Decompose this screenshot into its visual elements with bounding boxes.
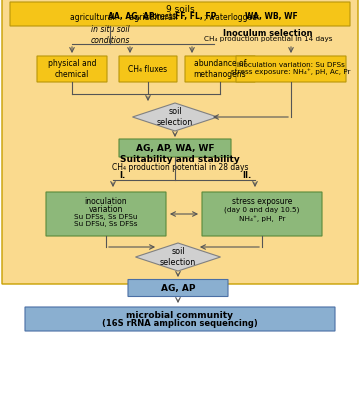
FancyBboxPatch shape [46, 192, 166, 236]
Text: stress exposure: NH₄⁺, pH, Ac, Pr: stress exposure: NH₄⁺, pH, Ac, Pr [231, 69, 351, 75]
Text: ; forests:: ; forests: [145, 12, 181, 22]
FancyBboxPatch shape [128, 280, 228, 296]
Text: AA, AG, AP: AA, AG, AP [108, 12, 154, 22]
Text: 9 soils: 9 soils [166, 4, 194, 14]
Text: variation: variation [89, 204, 123, 214]
Text: II.: II. [242, 170, 252, 180]
FancyBboxPatch shape [2, 0, 358, 284]
Text: CH₄ production potential in 14 days: CH₄ production potential in 14 days [204, 36, 332, 42]
Text: Su DFSs, Ss DFSu: Su DFSs, Ss DFSu [74, 214, 138, 220]
Text: soil
selection: soil selection [157, 107, 193, 127]
FancyBboxPatch shape [10, 2, 350, 26]
Text: inoculation variation: Su DFSs: inoculation variation: Su DFSs [237, 62, 345, 68]
Text: ; waterlogged:: ; waterlogged: [204, 12, 262, 22]
Text: NH₄⁺, pH,  Pr: NH₄⁺, pH, Pr [239, 216, 285, 222]
Text: (day 0 and day 10.5): (day 0 and day 10.5) [224, 207, 300, 213]
Polygon shape [135, 243, 220, 271]
FancyBboxPatch shape [185, 56, 255, 82]
Text: I.: I. [119, 170, 125, 180]
Text: Su DFSu, Ss DFSs: Su DFSu, Ss DFSs [74, 221, 138, 227]
Text: physical and
chemical: physical and chemical [48, 59, 96, 79]
Text: soil
selection: soil selection [160, 247, 196, 267]
FancyBboxPatch shape [236, 56, 346, 82]
FancyBboxPatch shape [119, 56, 177, 82]
Text: Inoculum selection: Inoculum selection [223, 28, 313, 38]
Text: agricultural:: agricultural: [129, 12, 180, 22]
Text: AG, AP, WA, WF: AG, AP, WA, WF [136, 144, 214, 152]
Polygon shape [132, 103, 217, 131]
FancyBboxPatch shape [25, 307, 335, 331]
Text: microbial community: microbial community [126, 310, 234, 320]
Text: WA, WB, WF: WA, WB, WF [245, 12, 298, 22]
Text: CH₄ production potential in 28 days: CH₄ production potential in 28 days [112, 162, 248, 172]
Text: CH₄ fluxes: CH₄ fluxes [129, 64, 167, 74]
Text: agricultural:: agricultural: [70, 12, 120, 22]
Text: inoculation: inoculation [85, 198, 127, 206]
Text: Suitability and stability: Suitability and stability [120, 156, 240, 164]
Text: FF, FL, FP: FF, FL, FP [175, 12, 216, 22]
FancyBboxPatch shape [119, 139, 231, 157]
Text: (16S rRNA amplicon sequencing): (16S rRNA amplicon sequencing) [102, 318, 258, 328]
FancyBboxPatch shape [37, 56, 107, 82]
Text: stress exposure: stress exposure [232, 198, 292, 206]
FancyBboxPatch shape [202, 192, 322, 236]
Text: AG, AP: AG, AP [161, 284, 195, 292]
Text: abundance of
methanogens: abundance of methanogens [194, 59, 246, 79]
Text: in situ soil
conditions: in situ soil conditions [90, 25, 130, 45]
